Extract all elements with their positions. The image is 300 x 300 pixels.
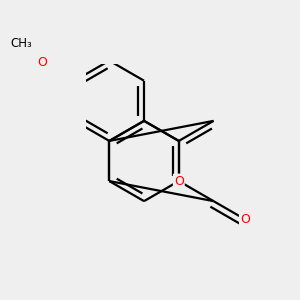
Text: O: O bbox=[240, 213, 250, 226]
Text: O: O bbox=[38, 56, 47, 69]
Text: O: O bbox=[174, 175, 184, 188]
Text: CH₃: CH₃ bbox=[11, 37, 32, 50]
